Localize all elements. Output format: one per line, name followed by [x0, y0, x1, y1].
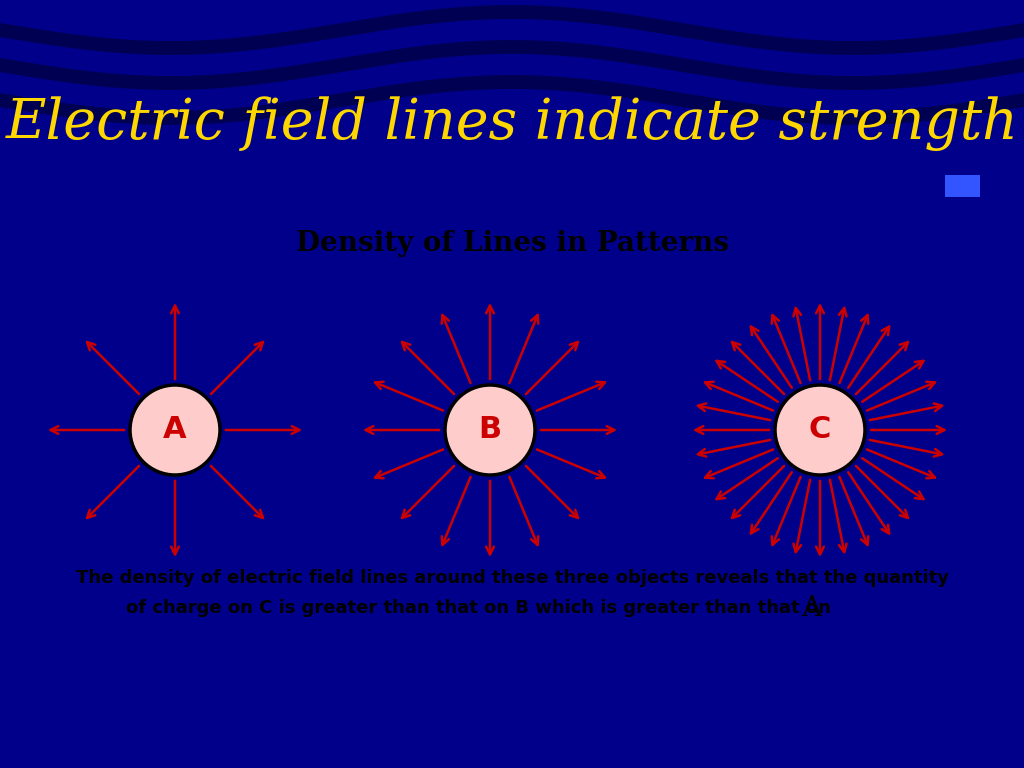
Text: Electric field lines indicate strength: Electric field lines indicate strength: [5, 97, 1019, 151]
Circle shape: [775, 385, 865, 475]
Text: C: C: [809, 415, 831, 445]
Circle shape: [445, 385, 535, 475]
Text: The density of electric field lines around these three objects reveals that the : The density of electric field lines arou…: [76, 569, 948, 587]
Text: of charge on C is greater than that on B which is greater than that on: of charge on C is greater than that on B…: [126, 599, 837, 617]
Circle shape: [130, 385, 220, 475]
Text: Density of Lines in Patterns: Density of Lines in Patterns: [296, 230, 728, 257]
Text: B: B: [478, 415, 502, 445]
Text: A: A: [801, 594, 821, 621]
Bar: [945, 175, 980, 197]
Text: A: A: [163, 415, 186, 445]
